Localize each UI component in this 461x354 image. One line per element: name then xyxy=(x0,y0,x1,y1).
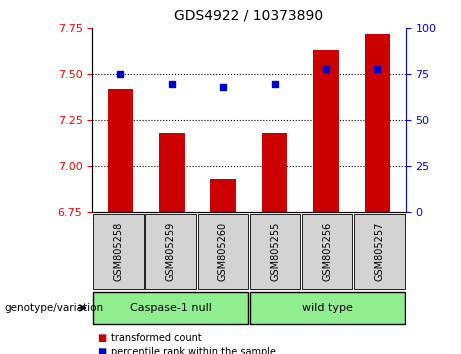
Text: wild type: wild type xyxy=(302,303,353,313)
Bar xyxy=(262,133,288,212)
Bar xyxy=(313,50,339,212)
Text: GSM805257: GSM805257 xyxy=(374,222,384,281)
Text: GSM805255: GSM805255 xyxy=(270,222,280,281)
Text: ■: ■ xyxy=(97,347,106,354)
Bar xyxy=(355,214,405,289)
Text: GSM805260: GSM805260 xyxy=(218,222,228,281)
Text: GSM805258: GSM805258 xyxy=(113,222,124,281)
Text: GSM805256: GSM805256 xyxy=(322,222,332,281)
Text: ■: ■ xyxy=(97,333,106,343)
Text: genotype/variation: genotype/variation xyxy=(5,303,104,313)
Text: GDS4922 / 10373890: GDS4922 / 10373890 xyxy=(174,9,324,23)
Bar xyxy=(107,89,133,212)
Text: transformed count: transformed count xyxy=(111,333,201,343)
Text: percentile rank within the sample: percentile rank within the sample xyxy=(111,347,276,354)
Bar xyxy=(93,214,143,289)
Bar xyxy=(210,179,236,212)
Text: Caspase-1 null: Caspase-1 null xyxy=(130,303,212,313)
Bar xyxy=(365,34,390,212)
Bar xyxy=(302,214,353,289)
Bar xyxy=(250,292,405,324)
Bar xyxy=(93,292,248,324)
Bar xyxy=(250,214,300,289)
Bar xyxy=(159,133,185,212)
Bar xyxy=(145,214,196,289)
Text: GSM805259: GSM805259 xyxy=(165,222,176,281)
Bar xyxy=(198,214,248,289)
